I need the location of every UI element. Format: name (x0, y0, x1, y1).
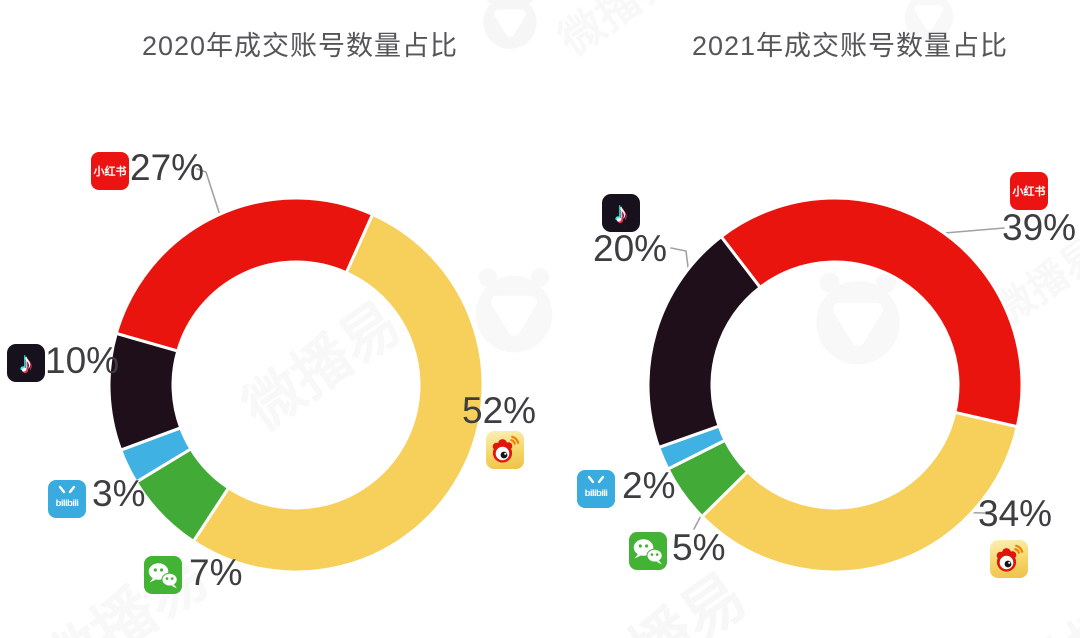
percent-label-2020-xiaohongshu: 27% (130, 147, 205, 188)
donut-chart-2021 (646, 196, 1024, 574)
percent-label-2021-douyin: 20% (593, 228, 668, 269)
percent-label-2020-douyin: 10% (45, 340, 120, 381)
douyin-note-glyph: ♪ (17, 346, 32, 377)
percent-label-2021-xiaohongshu: 39% (1002, 207, 1077, 248)
douyin-note-glyph: ♪ (19, 348, 33, 378)
douyin-note-glyph: ♪ (614, 198, 628, 228)
douyin-app-icon: ♪ ♪ ♪ (602, 194, 640, 232)
douyin-app-icon: ♪ ♪ ♪ (7, 344, 45, 382)
chart-title-2020: 2020年成交账号数量占比 (141, 31, 459, 61)
bilibili-app-icon: bilibili (48, 480, 86, 518)
percent-label-2021-weibo: 34% (978, 493, 1053, 534)
percent-label-2020-weibo: 52% (462, 390, 537, 431)
weibo-app-icon (990, 540, 1028, 578)
weibo-eye-glyph (492, 435, 520, 463)
donut-segment-2021-xiaohongshu (719, 196, 1024, 429)
weibo-eye-glyph (996, 544, 1024, 572)
bilibili-tv-glyph: bilibili (56, 485, 79, 509)
donut-segment-2021-douyin (646, 235, 762, 449)
wechat-bubbles-glyph (148, 563, 178, 589)
donut-segment-2020-xiaohongshu (114, 196, 375, 353)
xiaohongshu-app-icon: 小红书 (1010, 172, 1048, 210)
douyin-note-glyph: ♪ (612, 196, 627, 227)
percent-label-2021-wechat: 5% (672, 527, 726, 568)
douyin-note-glyph: ♪ (615, 199, 630, 230)
percent-label-2020-bilibili: 3% (92, 473, 146, 514)
chart-title-2021: 2021年成交账号数量占比 (691, 31, 1009, 61)
donut-chart-2020 (107, 196, 485, 574)
xiaohongshu-app-icon: 小红书 (91, 152, 129, 190)
bilibili-tv-glyph: bilibili (585, 475, 608, 499)
donut-segment-2021-weibo (700, 410, 1019, 574)
wechat-app-icon (144, 556, 182, 594)
percent-label-2020-wechat: 7% (189, 552, 243, 593)
wechat-app-icon (629, 532, 667, 570)
wechat-bubbles-glyph (633, 539, 663, 565)
donut-segment-2020-weibo (191, 212, 485, 574)
douyin-note-glyph: ♪ (20, 349, 35, 380)
svg-text:bilibili: bilibili (56, 498, 79, 509)
svg-text:bilibili: bilibili (585, 488, 608, 499)
percent-label-2021-bilibili: 2% (622, 465, 676, 506)
bilibili-app-icon: bilibili (577, 470, 615, 508)
donut-segment-2020-douyin (107, 331, 183, 452)
weibo-app-icon (486, 431, 524, 469)
